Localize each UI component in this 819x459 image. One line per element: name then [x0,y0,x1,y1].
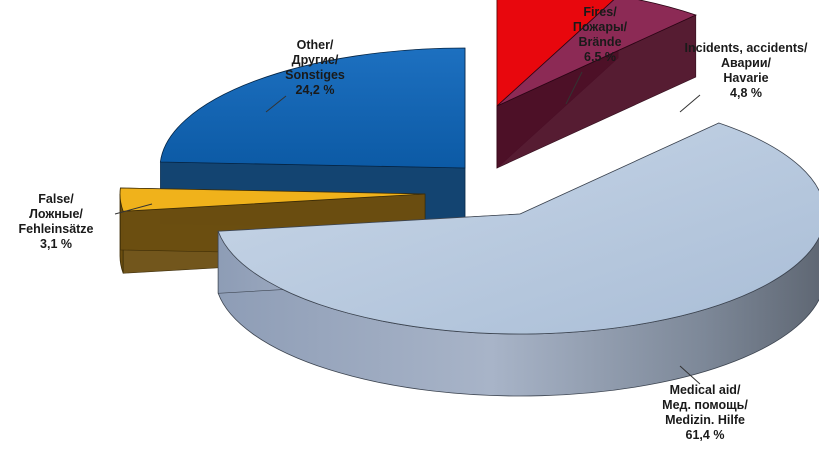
slice-other [159,47,466,169]
slice-label-fires: Fires/Пожары/Brände 6,5 % [555,5,645,65]
slice-label-line: Sonstiges [285,68,345,82]
slice-label-line: Brände [578,35,622,49]
slice-label-line: 6,5 % [584,50,616,64]
slice-label-line: 4,8 % [730,86,762,100]
slice-label-line: Мед. помощь/ [662,398,748,412]
slice-label-incidents: Incidents, accidents/Аварии/Havarie 4,8 % [676,41,816,101]
slice-incidents [496,0,697,107]
slice-label-false: False/Ложные/Fehleinsätze 3,1 % [6,192,106,252]
slice-label-line: Incidents, accidents/ [684,41,808,55]
slice-label-line: Ложные/ [29,207,83,221]
slice-label-line: Havarie [723,71,769,85]
slice-medical [217,122,819,335]
slice-label-line: False/ [38,192,74,206]
leader-false [114,203,153,215]
slice-label-line: Аварии/ [721,56,771,70]
slice-label-line: Fehleinsätze [18,222,94,236]
slice-false [119,187,426,212]
slice-label-line: Fires/ [583,5,617,19]
leader-lines [114,71,701,385]
slice-label-other: Other/Другие/Sonstiges 24,2 % [260,38,370,98]
leader-fires [565,71,583,105]
slice-label-medical: Medical aid/Мед. помощь/Medizin. Hilfe 61… [640,383,770,443]
slice-label-line: Other/ [296,38,334,52]
slice-label-line: 61,4 % [685,428,725,442]
slice-label-line: Medizin. Hilfe [665,413,745,427]
leader-medical [679,365,701,385]
slice-label-line: Пожары/ [572,20,628,34]
slice-label-line: 3,1 % [40,237,72,251]
leader-other [265,95,287,113]
slice-label-line: Medical aid/ [669,383,741,397]
slice-label-line: Другие/ [291,53,339,67]
leader-incidents [679,94,701,113]
slice-label-line: 24,2 % [295,83,335,97]
pie-tops [119,0,819,335]
